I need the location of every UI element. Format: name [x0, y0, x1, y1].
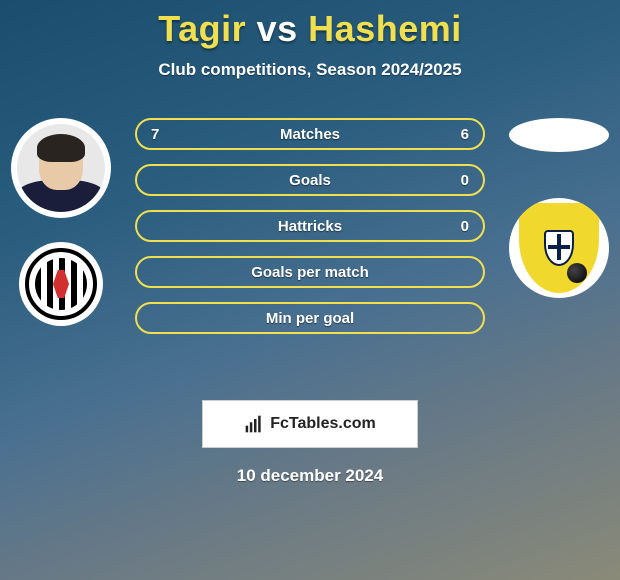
page-title: Tagir vs Hashemi	[0, 0, 620, 50]
bar-chart-icon	[244, 414, 264, 434]
stat-row-hattricks: Hattricks 0	[135, 210, 485, 242]
stat-label: Hattricks	[175, 218, 445, 235]
player2-photo-placeholder	[509, 118, 609, 152]
stat-row-matches: 7 Matches 6	[135, 118, 485, 150]
stat-label: Goals per match	[175, 264, 445, 281]
inter-badge-icon	[519, 203, 599, 293]
stat-right-value: 6	[445, 126, 469, 143]
comparison-content: 7 Matches 6 Goals 0 Hattricks 0 Goals pe…	[0, 118, 620, 378]
stat-row-goals-per-match: Goals per match	[135, 256, 485, 288]
player2-club-badge	[509, 198, 609, 298]
stat-label: Min per goal	[175, 310, 445, 327]
stat-row-min-per-goal: Min per goal	[135, 302, 485, 334]
watermark-text: FcTables.com	[270, 415, 376, 433]
stat-left-value: 7	[151, 126, 175, 143]
left-column	[6, 118, 116, 326]
title-player2: Hashemi	[308, 8, 462, 49]
title-player1: Tagir	[158, 8, 246, 49]
stat-right-value: 0	[445, 172, 469, 189]
stat-right-value: 0	[445, 218, 469, 235]
player1-club-badge	[19, 242, 103, 326]
stat-rows: 7 Matches 6 Goals 0 Hattricks 0 Goals pe…	[135, 118, 485, 334]
watermark: FcTables.com	[202, 400, 418, 448]
title-vs: vs	[257, 8, 298, 49]
aljazira-badge-icon	[25, 248, 97, 320]
player1-photo	[11, 118, 111, 218]
stat-label: Goals	[175, 172, 445, 189]
right-column	[504, 118, 614, 298]
subtitle: Club competitions, Season 2024/2025	[0, 60, 620, 80]
stat-label: Matches	[175, 126, 445, 143]
date-label: 10 december 2024	[0, 466, 620, 486]
stat-row-goals: Goals 0	[135, 164, 485, 196]
